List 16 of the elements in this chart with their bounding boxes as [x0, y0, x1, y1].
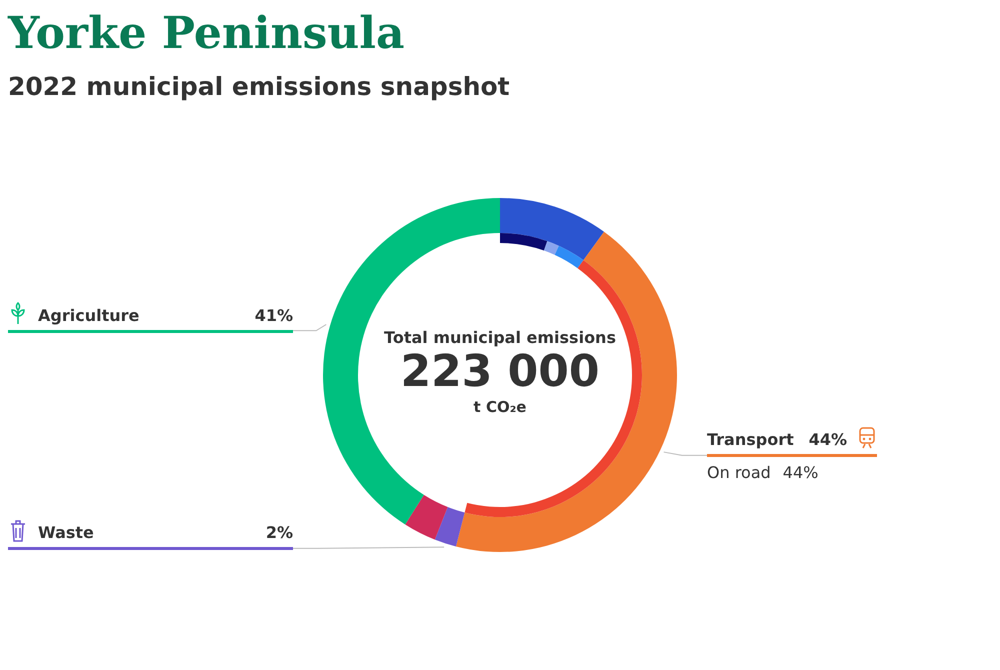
donut-slice — [500, 198, 604, 260]
text: Total municipal emissions — [383, 328, 617, 347]
slice-label: On road — [707, 463, 771, 482]
legend-label: Agriculture — [38, 306, 140, 326]
slice-label: Transport — [707, 430, 794, 450]
legend-label: Waste — [38, 523, 94, 544]
data-label: 41% — [254, 306, 293, 326]
data-label: 44% — [782, 463, 818, 482]
donut-slice — [405, 494, 448, 540]
data-label: 44% — [808, 430, 847, 450]
donut-slice — [434, 507, 465, 546]
text: 223 000 — [399, 346, 600, 398]
chart-subtitle: 2022 municipal emissions snapshot — [8, 72, 510, 101]
chart-title: Yorke Peninsula — [8, 8, 404, 59]
text: t CO₂e — [472, 398, 528, 416]
data-label: 2% — [266, 523, 293, 544]
